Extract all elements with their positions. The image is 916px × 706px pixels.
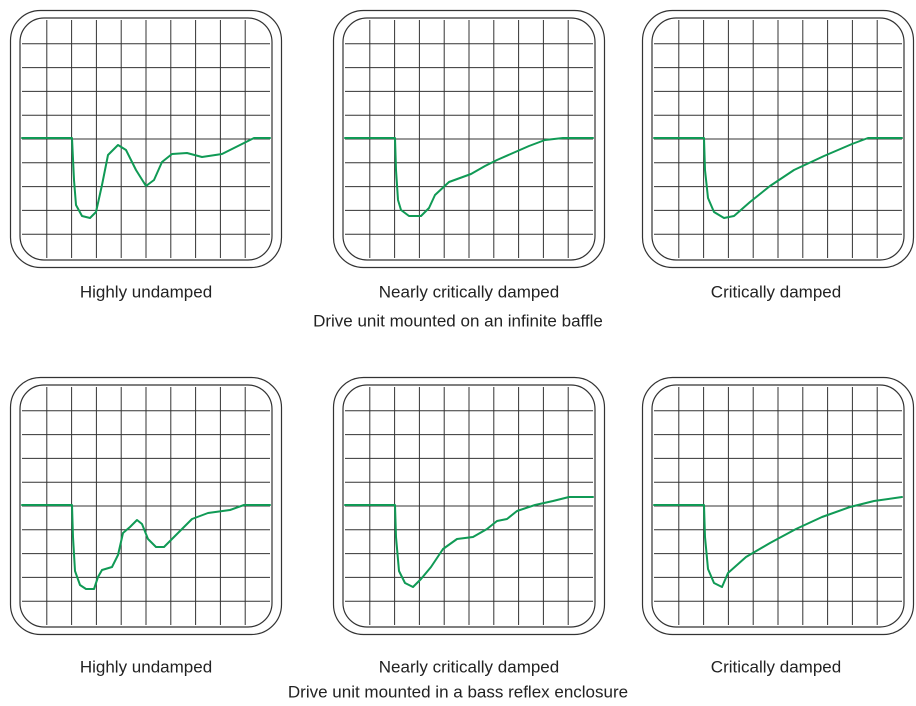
row-caption: Drive unit mounted in a bass reflex encl… <box>288 682 628 701</box>
waveform <box>653 137 903 219</box>
waveform <box>344 137 594 217</box>
scope-screen <box>641 9 915 269</box>
panel-label: Nearly critically damped <box>379 282 559 301</box>
panel-label: Nearly critically damped <box>379 657 559 676</box>
panel-label: Critically damped <box>711 657 841 676</box>
waveform <box>653 496 903 588</box>
panel-label: Highly undamped <box>80 282 212 301</box>
scope-screen <box>332 376 606 636</box>
panel-label: Highly undamped <box>80 657 212 676</box>
waveform <box>344 496 594 588</box>
row-caption: Drive unit mounted on an infinite baffle <box>313 311 603 330</box>
panel-label: Critically damped <box>711 282 841 301</box>
scope-screen <box>332 9 606 269</box>
waveform <box>21 137 271 219</box>
scope-screen <box>641 376 915 636</box>
waveform <box>21 504 271 590</box>
scope-screen <box>9 376 283 636</box>
scope-screen <box>9 9 283 269</box>
